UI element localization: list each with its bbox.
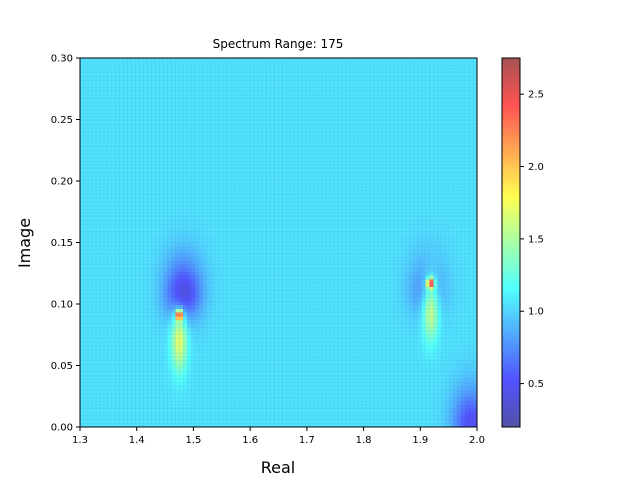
y-axis-label: Image [15,218,34,268]
x-tick-label: 1.7 [299,435,315,446]
colorbar-ticks: 0.5 1.0 1.5 2.0 2.5 [520,90,544,390]
plot-area [79,57,478,428]
x-axis: 1.3 1.4 1.5 1.6 1.7 1.8 1.9 2.0 [72,427,485,446]
x-tick-label: 2.0 [469,435,485,446]
heatmap-image [80,58,477,427]
y-tick-label: 0.30 [51,54,73,65]
colorbar-tick-label: 2.0 [528,162,544,173]
x-tick-label: 1.5 [185,435,201,446]
colorbar-frame [501,57,521,428]
y-tick-label: 0.20 [51,177,73,188]
x-tick-label: 1.3 [72,435,88,446]
heatmap-cell-grid [80,58,477,427]
x-tick-label: 1.9 [412,435,428,446]
y-tick-label: 0.15 [51,238,73,249]
colorbar-tick-label: 1.5 [528,234,544,245]
y-axis: 0.00 0.05 0.10 0.15 0.20 0.25 0.30 [51,54,80,434]
y-tick-label: 0.05 [51,361,73,372]
x-tick-label: 1.8 [356,435,372,446]
x-axis-label: Real [261,458,296,477]
x-tick-label: 1.4 [129,435,145,446]
colorbar-tick-label: 1.0 [528,307,544,318]
y-tick-label: 0.00 [51,423,73,434]
colorbar-tick-label: 0.5 [528,379,544,390]
x-tick-label: 1.6 [242,435,258,446]
colorbar-tick-label: 2.5 [528,90,544,101]
y-tick-label: 0.10 [51,300,73,311]
colorbar: 0.5 1.0 1.5 2.0 2.5 [501,57,544,428]
chart-title: Spectrum Range: 175 [213,37,344,51]
y-tick-label: 0.25 [51,115,73,126]
colorbar-gradient [502,58,520,427]
